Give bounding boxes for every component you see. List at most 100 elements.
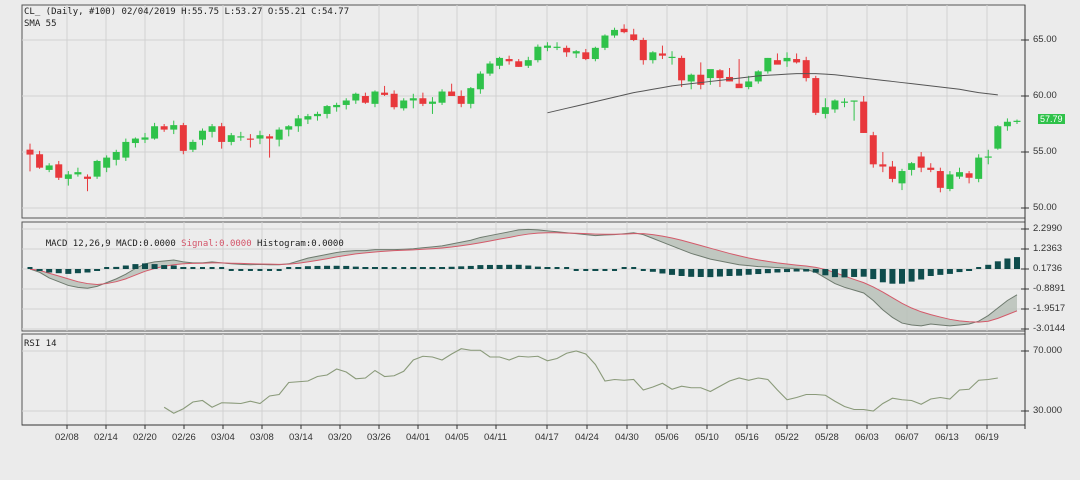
candle-body — [812, 78, 820, 113]
histogram-bar — [151, 264, 158, 270]
candle-body — [381, 92, 389, 95]
histogram-bar — [822, 269, 829, 276]
histogram-bar — [180, 267, 187, 270]
histogram-bar — [621, 267, 627, 270]
candle-body — [467, 88, 475, 104]
x-tick-label: 04/24 — [575, 432, 599, 443]
histogram-bar — [831, 269, 838, 278]
histogram-bar — [65, 269, 72, 274]
candle-body — [965, 173, 973, 178]
histogram-bar — [812, 269, 819, 273]
histogram-bar — [678, 269, 685, 277]
candle-body — [122, 141, 130, 158]
candle-body — [735, 83, 743, 89]
histogram-bar — [745, 269, 752, 275]
histogram-bar — [286, 267, 292, 270]
histogram-bar — [879, 269, 886, 283]
candle-body — [678, 57, 686, 81]
histogram-bar — [141, 263, 148, 270]
candle-body — [620, 28, 628, 33]
histogram-bar — [946, 269, 953, 274]
candle-body — [1003, 121, 1011, 127]
histogram-bar — [190, 267, 196, 270]
histogram-bar — [774, 269, 781, 273]
histogram-bar — [659, 269, 666, 274]
candle-body — [227, 135, 235, 142]
histogram-bar — [247, 269, 253, 272]
candle-body — [908, 163, 916, 170]
candle-body — [266, 136, 274, 139]
macd-axis-label: -1.9517 — [1033, 302, 1066, 314]
histogram-bar — [564, 267, 570, 270]
candle-body — [218, 126, 226, 142]
candle-body — [476, 73, 484, 90]
histogram-bar — [238, 269, 244, 272]
price-axis-label: 60.00 — [1033, 90, 1057, 101]
candle-body — [687, 74, 695, 82]
last-price-tag: 57.79 — [1038, 114, 1065, 124]
price-legend-title: CL_ (Daily, #100) 02/04/2019 H:55.75 L:5… — [24, 7, 350, 17]
x-tick-label: 06/03 — [855, 432, 879, 443]
histogram-bar — [352, 266, 359, 270]
candle-body — [285, 126, 293, 130]
x-tick-label: 06/07 — [895, 432, 919, 443]
histogram-bar — [784, 269, 791, 273]
macd-axis-label: 2.2990 — [1033, 223, 1063, 234]
candle-body — [313, 113, 321, 117]
candle-body — [591, 47, 599, 60]
candle-body — [611, 29, 619, 36]
candle-body — [390, 93, 398, 108]
histogram-bar — [899, 269, 906, 284]
candle-body — [754, 71, 762, 82]
histogram-bar — [736, 269, 743, 276]
macd-label: MACD 12,26,9 — [45, 239, 111, 249]
histogram-bar — [267, 269, 273, 272]
candle-body — [333, 104, 341, 108]
candle-body — [553, 46, 561, 48]
histogram-bar — [994, 261, 1001, 270]
candle-body — [582, 52, 590, 60]
histogram-bar — [324, 265, 331, 270]
candle-body — [400, 100, 408, 109]
x-tick-label: 04/01 — [406, 432, 430, 443]
candle-body — [888, 166, 896, 179]
histogram-bar — [419, 267, 426, 270]
candle-body — [208, 126, 216, 132]
candle-body — [64, 174, 72, 179]
candle-body — [151, 126, 159, 139]
histogram-bar — [448, 266, 455, 270]
macd-axis-label: -3.0144 — [1033, 323, 1066, 334]
candle-body — [716, 70, 724, 79]
candle-body — [505, 59, 513, 62]
histogram-bar — [343, 265, 350, 270]
histogram-bar — [467, 265, 474, 270]
candle-body — [1013, 120, 1021, 122]
histogram-bar — [803, 269, 810, 272]
candle-body — [246, 138, 254, 140]
candle-body — [93, 160, 101, 177]
histogram-bar — [506, 264, 513, 270]
price-axis-label: 55.00 — [1033, 146, 1057, 157]
histogram-bar — [1014, 257, 1020, 270]
candle-body — [179, 125, 187, 151]
candle-body — [745, 81, 753, 88]
histogram-bar — [477, 265, 484, 270]
candle-body — [256, 135, 264, 139]
histogram-bar — [161, 265, 168, 270]
histogram-bar — [726, 269, 733, 277]
candle-body — [658, 53, 666, 56]
histogram-bar — [314, 265, 321, 270]
x-tick-label: 02/20 — [133, 432, 157, 443]
histogram-bar — [496, 264, 503, 270]
candle-body — [534, 46, 542, 61]
histogram-bar — [841, 269, 848, 278]
histogram-bar — [74, 269, 81, 274]
candle-body — [927, 167, 935, 170]
histogram-bar — [870, 269, 877, 280]
histogram-bar — [257, 269, 263, 272]
rsi-line — [163, 348, 998, 414]
candle-body — [170, 125, 178, 130]
x-tick-label: 05/16 — [735, 432, 759, 443]
